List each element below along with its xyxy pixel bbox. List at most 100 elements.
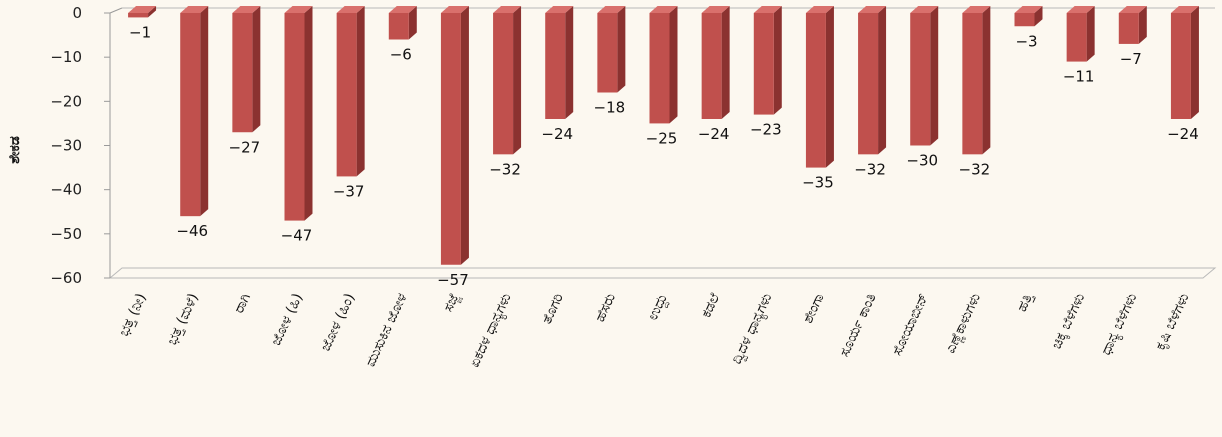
bar xyxy=(649,6,678,124)
category-label: ಭತ್ತ (ಮಳೆ) xyxy=(164,291,202,348)
bar-top-face xyxy=(962,6,991,13)
category-label: ಎಣ್ಣೆಕಾಳುಗಳು xyxy=(942,291,984,356)
bar-top-face xyxy=(858,6,887,13)
category-label: ಭತ್ತ (ನೀ) xyxy=(116,291,150,339)
bar-top-face xyxy=(493,6,522,13)
bar-front-face xyxy=(858,13,879,155)
category-label: ಉದ್ದು xyxy=(645,291,672,323)
data-label: −32 xyxy=(489,160,521,178)
bar-side-face xyxy=(930,6,939,146)
bar xyxy=(336,6,365,177)
data-label: −11 xyxy=(1063,68,1095,86)
data-label: −6 xyxy=(390,46,412,64)
bar-front-face xyxy=(805,13,826,168)
bar-front-face xyxy=(232,13,253,133)
bar xyxy=(753,6,782,115)
bar-side-face xyxy=(878,6,887,155)
y-axis-depth-line xyxy=(109,7,123,14)
y-axis-group: 0 −10 −20 −30 −40 −50 −60 xyxy=(50,4,123,287)
category-label: ತೊಗರಿ xyxy=(539,291,567,327)
bar-top-face xyxy=(701,6,730,13)
y-tick-label: 0 xyxy=(72,4,82,22)
bar-top-face xyxy=(1066,6,1095,13)
data-label: −32 xyxy=(959,160,991,178)
data-label: −30 xyxy=(906,152,938,170)
bar xyxy=(805,6,834,168)
bar-top-face xyxy=(805,6,834,13)
bar-front-face xyxy=(493,13,514,155)
data-label: −47 xyxy=(281,227,313,245)
bar xyxy=(440,6,469,265)
data-label: −37 xyxy=(333,182,365,200)
bar xyxy=(388,6,417,40)
category-label: ಚಿಕ್ಕ ಬೆಳೆಗಳು xyxy=(1049,291,1089,352)
bar-top-face xyxy=(649,6,678,13)
bar-front-face xyxy=(1066,13,1087,62)
bar-side-face xyxy=(565,6,574,119)
bar-side-face xyxy=(982,6,991,155)
bar-side-face xyxy=(1138,6,1147,44)
bar-top-face xyxy=(1014,6,1043,13)
bar-top-face xyxy=(232,6,261,13)
bar-side-face xyxy=(304,6,313,221)
bar xyxy=(493,6,522,155)
bar-side-face xyxy=(721,6,730,119)
bar-side-face xyxy=(460,6,469,265)
bar-side-face xyxy=(148,6,157,18)
bar xyxy=(284,6,313,221)
bar-top-face xyxy=(910,6,939,13)
category-label: ಹೆಸರು xyxy=(592,291,619,325)
data-label: −1 xyxy=(129,23,151,41)
category-label: ಹತ್ತಿ xyxy=(1014,290,1037,314)
category-label: ಧಾನ್ಯ ಬೆಳೆಗಳು xyxy=(1098,291,1142,358)
bar-front-face xyxy=(649,13,670,124)
bar-front-face xyxy=(180,13,201,217)
bar-side-face xyxy=(1086,6,1095,62)
data-label: −18 xyxy=(594,99,626,117)
bar-top-face xyxy=(440,6,469,13)
bar-top-face xyxy=(388,6,417,13)
data-label: −46 xyxy=(176,222,208,240)
category-label: ಸೋಯಾಬೀನ್ xyxy=(889,291,932,358)
bar-front-face xyxy=(597,13,618,93)
bar-front-face xyxy=(753,13,774,115)
category-labels-group: ಭತ್ತ (ನೀ) ಭತ್ತ (ಮಳೆ) ರಾಗಿ ಜೋಳ (ಹಿ) ಜೋಳ (ಹಿಂ)… xyxy=(116,290,1193,370)
bar xyxy=(1066,6,1095,62)
data-label: −27 xyxy=(229,138,261,156)
category-label: ಜೋಳ (ಹಿ) xyxy=(268,291,306,348)
bar xyxy=(910,6,939,146)
bar-front-face xyxy=(962,13,983,155)
bar-side-face xyxy=(617,6,626,93)
floor-plane xyxy=(108,267,1217,279)
data-labels-group: −1 −46 −27 −47 −37 −6 −57 −32 −24 −18 −25 −24 −23 −35… xyxy=(129,23,1199,288)
bar-front-face xyxy=(128,13,149,18)
bar xyxy=(232,6,261,133)
bar-front-face xyxy=(701,13,722,119)
y-tick-label: −60 xyxy=(50,269,82,287)
bar xyxy=(545,6,574,119)
bar-front-face xyxy=(1014,13,1035,27)
y-tick-label: −30 xyxy=(50,137,82,155)
y-tick-label: −50 xyxy=(50,225,82,243)
data-label: −24 xyxy=(1167,125,1199,143)
bar xyxy=(180,6,209,217)
bar xyxy=(1014,6,1043,27)
bar-front-face xyxy=(284,13,305,221)
data-label: −23 xyxy=(750,121,782,139)
bar xyxy=(962,6,991,155)
bar-side-face xyxy=(1034,6,1043,27)
category-label: ಶೇಂಗಾ xyxy=(800,291,828,326)
bar xyxy=(128,6,157,18)
category-label: ಸೂರ್ಯ ಕಾಂತಿ xyxy=(836,291,879,359)
category-label: ಮುಸುಕಿನ ಜೋಳ xyxy=(363,291,411,370)
bar xyxy=(1170,6,1199,119)
bar xyxy=(597,6,626,93)
data-label: −24 xyxy=(698,125,730,143)
data-label: −3 xyxy=(1015,32,1037,50)
bar-side-face xyxy=(669,6,678,124)
bar-front-face xyxy=(1118,13,1139,44)
y-tick-label: −20 xyxy=(50,92,82,110)
data-label: −57 xyxy=(437,271,469,289)
